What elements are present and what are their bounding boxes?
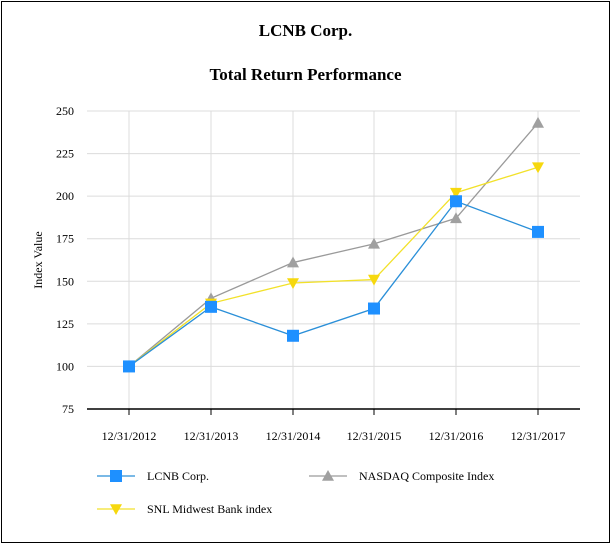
data-point — [287, 278, 299, 289]
x-tick-label: 12/31/2012 — [102, 429, 157, 443]
legend-label: LCNB Corp. — [147, 469, 209, 483]
series-line — [128, 166, 539, 367]
y-tick-label: 75 — [62, 402, 74, 416]
data-point — [450, 212, 462, 224]
data-point — [450, 195, 462, 208]
data-point — [368, 274, 380, 286]
data-point — [450, 187, 462, 199]
data-point — [368, 302, 380, 315]
y-axis-label: Index Value — [31, 231, 45, 288]
y-tick-label: 250 — [56, 104, 74, 118]
legend-marker — [110, 504, 122, 515]
y-tick-label: 175 — [56, 232, 74, 246]
series-line — [128, 122, 539, 367]
data-point — [287, 256, 299, 268]
x-tick-label: 12/31/2016 — [429, 429, 484, 443]
y-tick-label: 150 — [56, 274, 74, 288]
data-point — [532, 225, 544, 238]
y-tick-label: 100 — [56, 359, 74, 373]
data-point — [287, 329, 299, 342]
y-tick-label: 200 — [56, 189, 74, 203]
y-tick-label: 225 — [56, 147, 74, 161]
chart-title: LCNB Corp. — [258, 21, 353, 40]
y-tick-label: 125 — [56, 317, 74, 331]
x-tick-label: 12/31/2014 — [266, 429, 321, 443]
series-line — [128, 200, 539, 367]
legend-label: NASDAQ Composite Index — [359, 469, 494, 483]
x-tick-label: 12/31/2013 — [184, 429, 239, 443]
x-tick-label: 12/31/2015 — [347, 429, 402, 443]
legend-label: SNL Midwest Bank index — [147, 502, 272, 516]
data-point — [123, 360, 135, 373]
legend-marker — [110, 470, 122, 482]
data-point — [205, 300, 217, 313]
data-point — [368, 237, 380, 249]
x-tick-label: 12/31/2017 — [511, 429, 566, 443]
legend-marker — [322, 470, 334, 481]
data-point — [532, 162, 544, 174]
data-point — [532, 116, 544, 128]
chart-subtitle: Total Return Performance — [209, 65, 402, 84]
